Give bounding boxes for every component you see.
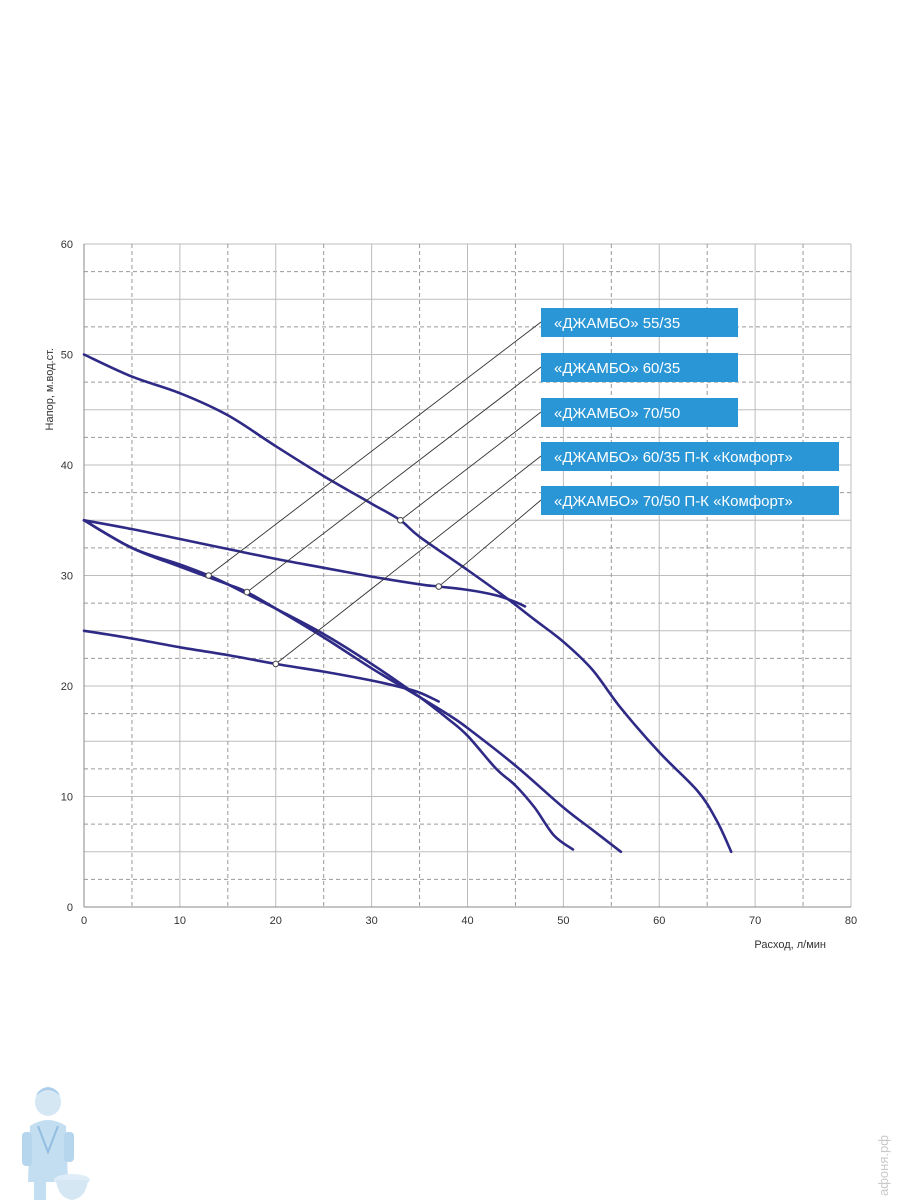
- plumber-mascot-icon: [22, 1087, 90, 1200]
- leader-line: [275, 455, 542, 665]
- x-tick-label: 70: [749, 915, 761, 927]
- legend-label: «ДЖАМБО» 70/50 П-К «Комфорт»: [554, 493, 793, 510]
- y-tick-label: 0: [67, 902, 73, 914]
- x-tick-label: 80: [845, 915, 857, 927]
- legend-label: «ДЖАМБО» 60/35: [554, 360, 680, 377]
- series-lines: [82, 353, 733, 854]
- watermark-text: афоня.рф: [876, 1135, 891, 1196]
- legend-box: [541, 398, 738, 427]
- y-tick-label: 50: [61, 350, 73, 362]
- x-tick-label: 10: [174, 915, 186, 927]
- series-line: [82, 519, 575, 851]
- series-line: [82, 519, 527, 608]
- legend-label: «ДЖАМБО» 55/35: [554, 315, 680, 332]
- y-axis-title: Напор, м.вод.ст.: [44, 348, 56, 430]
- x-tick-label: 30: [366, 915, 378, 927]
- leader-line: [208, 321, 542, 576]
- y-tick-label: 40: [61, 460, 73, 472]
- y-tick-label: 20: [61, 681, 73, 693]
- x-tick-label: 50: [557, 915, 569, 927]
- x-tick-label: 40: [461, 915, 473, 927]
- series-marker: [272, 660, 280, 668]
- legend: «ДЖАМБО» 55/35 «ДЖАМБО» 60/35 «ДЖАМБО» 70/…: [541, 308, 839, 515]
- series-marker: [397, 516, 404, 524]
- legend-box: [541, 353, 738, 382]
- grid: [83, 243, 852, 908]
- leader-line: [400, 411, 542, 521]
- legend-box: [541, 442, 839, 471]
- series-marker: [243, 588, 251, 596]
- leader-line: [246, 366, 542, 593]
- legend-box: [541, 486, 839, 515]
- x-tick-label: 60: [653, 915, 665, 927]
- x-tick-label: 20: [270, 915, 282, 927]
- series-marker: [205, 572, 212, 579]
- series-line: [82, 629, 440, 703]
- legend-label: «ДЖАМБО» 70/50: [554, 405, 680, 422]
- x-tick-label: 0: [81, 915, 87, 927]
- series-line: [82, 353, 733, 854]
- series-marker: [435, 583, 443, 590]
- leader-lines: [205, 321, 542, 668]
- y-tick-label: 10: [61, 792, 73, 804]
- y-tick-label: 60: [61, 239, 73, 251]
- y-tick-label: 30: [61, 571, 73, 583]
- series-line: [82, 519, 623, 854]
- legend-box: [541, 308, 738, 337]
- legend-label: «ДЖАМБО» 60/35 П-К «Комфорт»: [554, 449, 793, 466]
- leader-line: [438, 499, 542, 587]
- x-axis-title: Расход, л/мин: [754, 939, 826, 951]
